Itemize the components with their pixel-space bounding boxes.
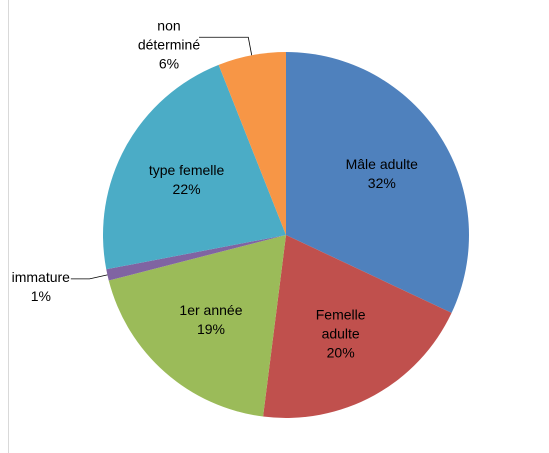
slice-label: Femelle adulte 20% <box>297 306 385 363</box>
pie-slice <box>218 52 286 235</box>
leader-line <box>198 36 253 56</box>
slice-label-name: non déterminé <box>137 17 201 53</box>
leader-line <box>70 274 108 280</box>
pie-slice <box>108 235 286 417</box>
slice-label-value: 19% <box>196 321 225 338</box>
slice-label-value: 32% <box>367 175 396 192</box>
slice-label-value: 6% <box>158 55 180 72</box>
slice-label: immature 1% <box>0 268 85 306</box>
pie-slice <box>102 64 286 270</box>
pie-slice <box>106 235 287 281</box>
pie-slice <box>286 52 469 313</box>
slice-label-value: 20% <box>326 344 355 361</box>
slice-label-name: Mâle adulte <box>345 156 418 173</box>
slice-label-name: immature <box>11 268 70 285</box>
slice-label-value: 22% <box>172 181 201 198</box>
slice-label: non déterminé 6% <box>125 17 213 74</box>
slice-label-value: 1% <box>30 287 51 304</box>
slice-label: type femelle 22% <box>143 161 231 199</box>
pie-slice <box>263 235 452 418</box>
slice-label-name: Femelle adulte <box>315 306 366 342</box>
slice-label-name: 1er année <box>179 302 243 319</box>
slice-label: 1er année 19% <box>167 301 255 339</box>
slice-label-name: type femelle <box>148 162 225 179</box>
slice-label: Mâle adulte 32% <box>338 155 426 193</box>
